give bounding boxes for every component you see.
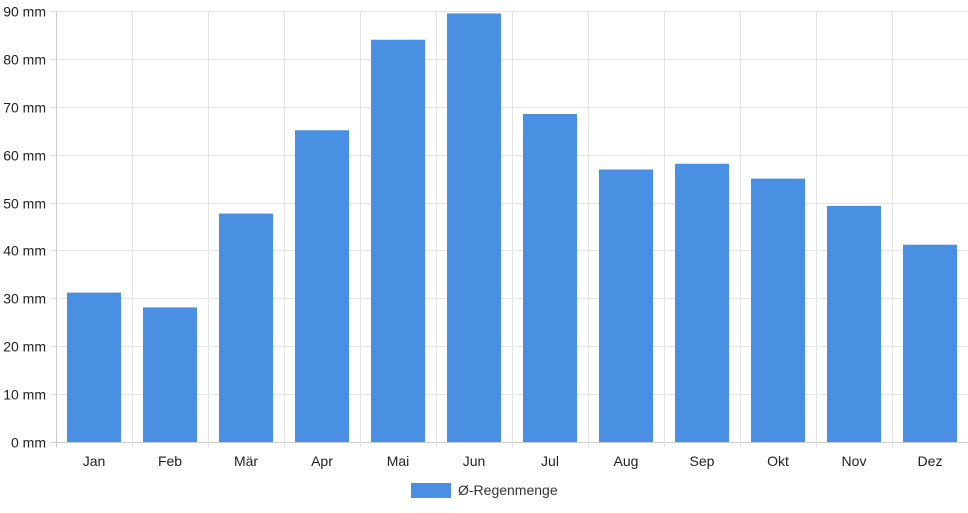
y-tick-label: 60 mm: [3, 148, 46, 164]
bar-aug[interactable]: [599, 169, 653, 443]
x-tick-label: Jun: [463, 453, 486, 469]
legend: Ø-Regenmenge: [411, 482, 558, 498]
x-tick-label: Feb: [158, 453, 182, 469]
y-tick-label: 90 mm: [3, 4, 46, 20]
bar-sep[interactable]: [675, 163, 729, 442]
y-tick-label: 20 mm: [3, 339, 46, 355]
grid-layer: [50, 11, 968, 448]
bar-jan[interactable]: [67, 292, 121, 442]
x-tick-label: Dez: [918, 453, 943, 469]
x-axis: Jan Feb Mär Apr Mai Jun Jul Aug Sep Okt Nov Dez: [83, 453, 943, 469]
x-tick-label: Mär: [234, 453, 258, 469]
bars-layer: [67, 13, 957, 443]
bar-feb[interactable]: [143, 307, 197, 442]
bar-apr[interactable]: [295, 130, 349, 442]
bar-nov[interactable]: [827, 205, 881, 442]
x-tick-label: Mai: [387, 453, 410, 469]
x-tick-label: Okt: [767, 453, 789, 469]
legend-label[interactable]: Ø-Regenmenge: [458, 482, 558, 498]
y-tick-label: 10 mm: [3, 387, 46, 403]
bar-mai[interactable]: [371, 39, 425, 442]
x-tick-label: Jul: [541, 453, 559, 469]
bar-mär[interactable]: [219, 213, 273, 442]
y-tick-label: 0 mm: [11, 435, 46, 451]
x-tick-label: Aug: [614, 453, 639, 469]
y-tick-label: 30 mm: [3, 291, 46, 307]
y-tick-label: 50 mm: [3, 196, 46, 212]
y-tick-label: 70 mm: [3, 100, 46, 116]
bar-jun[interactable]: [447, 13, 501, 443]
bar-dez[interactable]: [903, 244, 957, 442]
y-tick-label: 80 mm: [3, 52, 46, 68]
x-tick-label: Sep: [690, 453, 715, 469]
legend-swatch[interactable]: [411, 483, 451, 498]
y-tick-label: 40 mm: [3, 243, 46, 259]
x-tick-label: Nov: [842, 453, 867, 469]
bar-okt[interactable]: [751, 178, 805, 442]
x-tick-label: Jan: [83, 453, 106, 469]
y-axis: 0 mm 10 mm 20 mm 30 mm 40 mm 50 mm 60 mm 70 mm 8…: [3, 4, 46, 451]
bar-jul[interactable]: [523, 113, 577, 442]
x-tick-label: Apr: [311, 453, 333, 469]
